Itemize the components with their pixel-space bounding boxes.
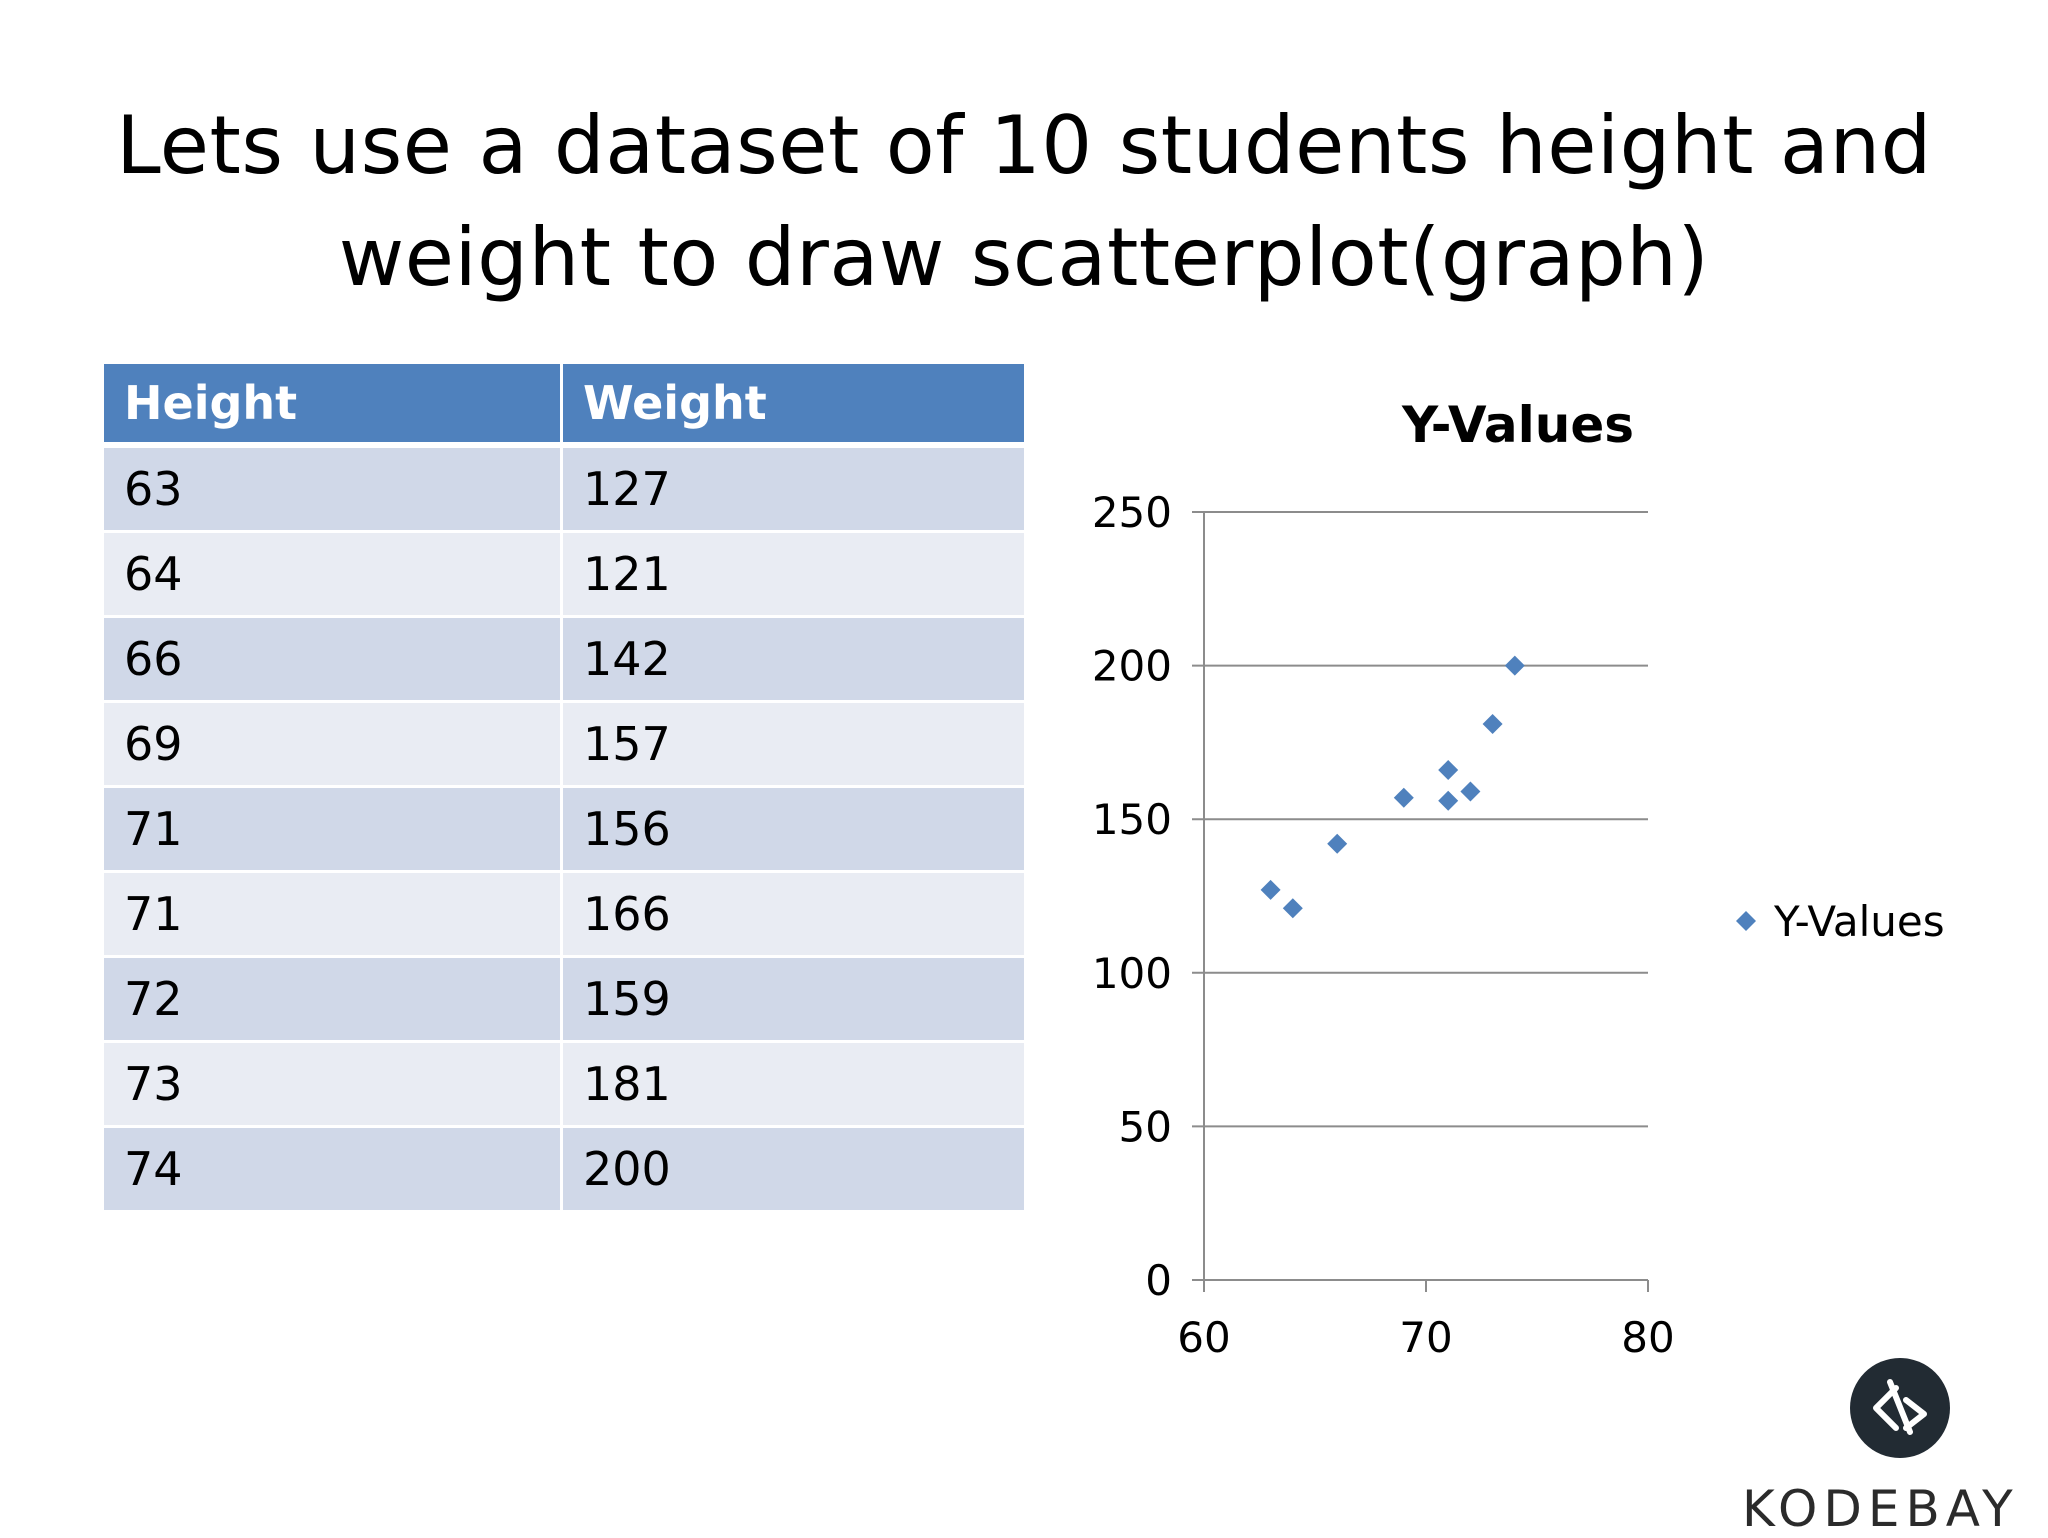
weight-cell: 142	[563, 618, 1024, 703]
table-row: 73 181	[104, 1043, 1024, 1128]
gridlines	[1192, 511, 1648, 1128]
data-point	[1438, 760, 1459, 781]
weight-cell: 157	[563, 703, 1024, 788]
height-cell: 69	[104, 703, 563, 788]
weight-cell: 127	[563, 448, 1024, 533]
weight-cell: 200	[563, 1128, 1024, 1213]
weight-cell: 166	[563, 873, 1024, 958]
data-point	[1504, 655, 1525, 676]
x-tick-label: 70	[1399, 1313, 1452, 1362]
height-cell: 74	[104, 1128, 563, 1213]
height-cell: 63	[104, 448, 563, 533]
table-row: 64 121	[104, 533, 1024, 618]
y-tick-label: 150	[1092, 795, 1172, 844]
legend: Y-Values	[1736, 897, 1945, 946]
table-header-row: Height Weight	[104, 364, 1024, 448]
logo-text: KODEBAY	[1742, 1480, 2019, 1538]
table-row: 66 142	[104, 618, 1024, 703]
legend-marker	[1736, 911, 1756, 931]
code-icon	[1850, 1358, 1950, 1458]
height-cell: 71	[104, 788, 563, 873]
column-header-weight: Weight	[563, 364, 1024, 448]
data-point	[1460, 781, 1481, 802]
data-point	[1327, 833, 1348, 854]
y-tick-label: 100	[1092, 949, 1172, 998]
height-cell: 71	[104, 873, 563, 958]
column-header-height: Height	[104, 364, 563, 448]
height-cell: 66	[104, 618, 563, 703]
axes	[1192, 512, 1649, 1292]
y-tick-label: 250	[1092, 488, 1172, 537]
weight-cell: 121	[563, 533, 1024, 618]
x-tick-label: 80	[1621, 1313, 1674, 1362]
height-cell: 73	[104, 1043, 563, 1128]
kodebay-logo: KODEBAY	[1742, 1358, 2048, 1538]
scatter-chart: Y-Values 0 50 100 150 200 250 60 70 80 Y-Values	[1092, 396, 1945, 1362]
table-row: 74 200	[104, 1128, 1024, 1213]
weight-cell: 156	[563, 788, 1024, 873]
weight-cell: 181	[563, 1043, 1024, 1128]
table-row: 69 157	[104, 703, 1024, 788]
table-row: 72 159	[104, 958, 1024, 1043]
data-point	[1282, 898, 1303, 919]
data-points	[1260, 655, 1525, 919]
height-cell: 64	[104, 533, 563, 618]
table-body: 63 127 64 121 66 142 69 157 71 156 71 166 72 159 73 181…	[104, 448, 1024, 1213]
data-point	[1482, 713, 1503, 734]
slide-title-line-2: weight to draw scatterplot(graph)	[338, 211, 1710, 304]
data-point	[1393, 787, 1414, 808]
table-row: 63 127	[104, 448, 1024, 533]
data-point	[1438, 790, 1459, 811]
height-cell: 72	[104, 958, 563, 1043]
y-tick-label: 50	[1119, 1102, 1172, 1151]
x-tick-label: 60	[1177, 1313, 1230, 1362]
slide-title-line-1: Lets use a dataset of 10 students height…	[116, 99, 1932, 192]
table-row: 71 156	[104, 788, 1024, 873]
data-table: Height Weight 63 127 64 121 66 142 69 157 71 156 7…	[104, 364, 1024, 1213]
table-row: 71 166	[104, 873, 1024, 958]
data-point	[1260, 879, 1281, 900]
y-tick-label: 200	[1092, 642, 1172, 691]
legend-label: Y-Values	[1773, 897, 1945, 946]
chart-title: Y-Values	[1401, 396, 1634, 454]
slide-title: Lets use a dataset of 10 students height…	[0, 90, 2048, 314]
y-tick-label: 0	[1145, 1256, 1172, 1305]
tick-labels: 0 50 100 150 200 250 60 70 80	[1092, 488, 1675, 1362]
weight-cell: 159	[563, 958, 1024, 1043]
